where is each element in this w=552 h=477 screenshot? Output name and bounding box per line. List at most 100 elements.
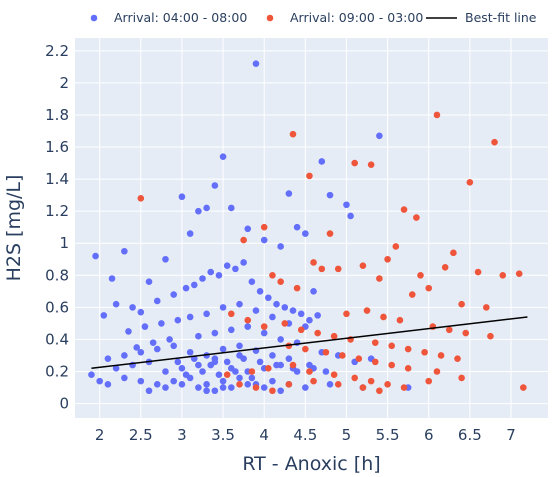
scatter-point [330, 332, 338, 340]
legend-item-3[interactable]: Best-fit line [426, 10, 537, 25]
scatter-point [483, 304, 490, 311]
scatter-point [400, 206, 408, 213]
y-tick-label: 1.2 [45, 202, 69, 220]
scatter-point [474, 268, 482, 276]
y-tick-label: 1.6 [45, 138, 69, 156]
x-tick-label: 3 [177, 426, 187, 444]
scatter-point [330, 371, 338, 379]
scatter-point [376, 387, 383, 395]
scatter-point [441, 263, 449, 271]
x-tick-label: 7 [506, 426, 516, 444]
scatter-point [384, 381, 391, 388]
scatter-point [137, 348, 145, 356]
scatter-point [425, 377, 433, 385]
scatter-point [211, 387, 219, 395]
scatter-point [392, 243, 400, 250]
scatter-point [367, 161, 375, 168]
scatter-point [227, 204, 235, 212]
scatter-point [190, 281, 198, 289]
scatter-point [162, 384, 169, 391]
scatter-point [306, 316, 313, 324]
scatter-point [388, 342, 396, 350]
scatter-point [318, 265, 326, 273]
legend-label: Arrival: 04:00 - 08:00 [114, 10, 247, 25]
scatter-point [121, 247, 128, 255]
scatter-point [285, 355, 293, 362]
legend-item-2[interactable]: Arrival: 09:00 - 03:00 [266, 10, 424, 25]
scatter-point [491, 138, 498, 146]
scatter-point [343, 310, 350, 318]
scatter-point [380, 313, 387, 321]
scatter-point [170, 342, 178, 350]
scatter-point [260, 223, 268, 231]
scatter-point [195, 384, 202, 391]
scatter-point [153, 297, 161, 305]
scatter-point [137, 377, 145, 385]
scatter-point [252, 60, 260, 67]
scatter-point [199, 275, 206, 282]
scatter-point [260, 236, 268, 244]
scatter-point [223, 371, 231, 379]
scatter-point [174, 316, 182, 324]
scatter-point [293, 223, 301, 231]
y-tick-label: 0.6 [45, 298, 69, 316]
scatter-point [281, 320, 289, 327]
scatter-point [248, 368, 256, 375]
scatter-point [334, 265, 342, 273]
scatter-point [421, 348, 428, 356]
scatter-point [408, 291, 416, 298]
scatter-point [458, 374, 465, 382]
scatter-point [182, 371, 190, 379]
scatter-point [499, 271, 507, 279]
scatter-point [314, 329, 321, 337]
scatter-point [170, 377, 178, 385]
scatter-point [211, 355, 219, 362]
scatter-point [487, 332, 494, 340]
scatter-point [277, 387, 284, 395]
legend-label: Best-fit line [465, 10, 537, 25]
scatter-point [376, 275, 383, 282]
y-tick-label: 0.8 [45, 266, 69, 284]
scatter-point [277, 336, 284, 343]
scatter-point [450, 249, 457, 257]
scatter-point [302, 384, 309, 391]
scatter-point [227, 310, 235, 318]
scatter-point [153, 381, 161, 388]
scatter-point [355, 355, 363, 362]
scatter-point [252, 307, 260, 314]
scatter-point [454, 355, 461, 362]
scatter-point [269, 387, 276, 395]
best-fit-line [91, 316, 528, 370]
scatter-point [326, 191, 334, 199]
scatter-point [351, 374, 358, 382]
scatter-point [236, 352, 243, 359]
scatter-point [252, 384, 260, 391]
y-axis-title: H2S [mg/L] [3, 175, 25, 282]
scatter-point [203, 310, 210, 318]
scatter-point [273, 361, 280, 369]
scatter-point [458, 300, 465, 308]
scatter-point [376, 132, 383, 140]
legend[interactable]: Arrival: 04:00 - 08:00 Arrival: 09:00 - 0… [90, 10, 537, 25]
scatter-point [437, 352, 445, 359]
scatter-point [211, 329, 219, 337]
scatter-point [244, 316, 252, 324]
plot-area [75, 38, 548, 418]
scatter-point [215, 371, 223, 379]
scatter-point [281, 304, 289, 311]
scatter-point [433, 111, 441, 119]
scatter-point [265, 364, 272, 372]
scatter-point [236, 300, 243, 308]
scatter-point [269, 271, 276, 279]
scatter-point [145, 278, 153, 286]
scatter-point [244, 381, 252, 388]
scatter-point [121, 352, 128, 359]
scatter-point [297, 326, 305, 334]
scatter-point [326, 381, 334, 388]
scatter-point [223, 262, 231, 269]
scatter-point [404, 364, 412, 372]
legend-item-1[interactable]: Arrival: 04:00 - 08:00 [90, 10, 248, 25]
scatter-point [289, 307, 297, 314]
scatter-point [227, 326, 235, 334]
